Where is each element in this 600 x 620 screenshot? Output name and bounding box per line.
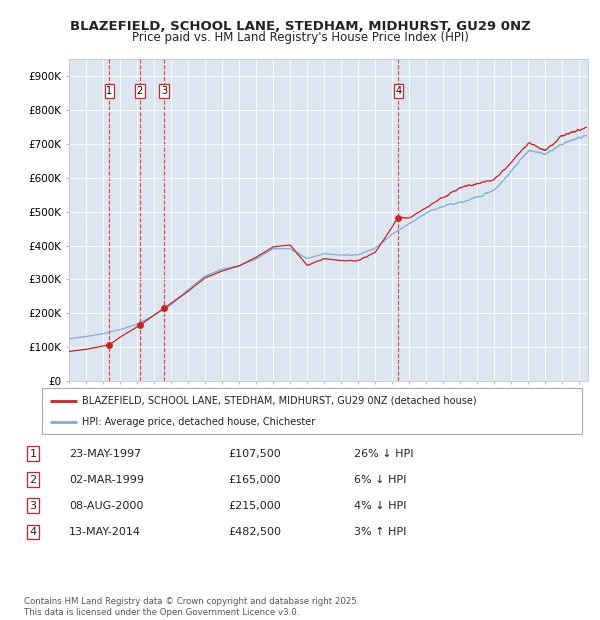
Text: BLAZEFIELD, SCHOOL LANE, STEDHAM, MIDHURST, GU29 0NZ (detached house): BLAZEFIELD, SCHOOL LANE, STEDHAM, MIDHUR… [83, 396, 477, 405]
Text: 3: 3 [161, 86, 167, 96]
Text: Price paid vs. HM Land Registry's House Price Index (HPI): Price paid vs. HM Land Registry's House … [131, 31, 469, 44]
Text: 26% ↓ HPI: 26% ↓ HPI [354, 449, 413, 459]
Text: Contains HM Land Registry data © Crown copyright and database right 2025.
This d: Contains HM Land Registry data © Crown c… [24, 598, 359, 617]
Text: £107,500: £107,500 [228, 449, 281, 459]
Text: £482,500: £482,500 [228, 527, 281, 537]
Text: BLAZEFIELD, SCHOOL LANE, STEDHAM, MIDHURST, GU29 0NZ: BLAZEFIELD, SCHOOL LANE, STEDHAM, MIDHUR… [70, 20, 530, 33]
Text: 02-MAR-1999: 02-MAR-1999 [69, 475, 144, 485]
Text: £215,000: £215,000 [228, 501, 281, 511]
Text: 4: 4 [395, 86, 401, 96]
Text: 3: 3 [29, 501, 37, 511]
FancyBboxPatch shape [42, 388, 582, 434]
Text: 4% ↓ HPI: 4% ↓ HPI [354, 501, 407, 511]
Text: 13-MAY-2014: 13-MAY-2014 [69, 527, 141, 537]
Text: 23-MAY-1997: 23-MAY-1997 [69, 449, 141, 459]
Text: 2: 2 [29, 475, 37, 485]
Text: 2: 2 [137, 86, 143, 96]
Text: 1: 1 [106, 86, 113, 96]
Text: HPI: Average price, detached house, Chichester: HPI: Average price, detached house, Chic… [83, 417, 316, 427]
Text: 1: 1 [29, 449, 37, 459]
Text: 6% ↓ HPI: 6% ↓ HPI [354, 475, 406, 485]
Text: 4: 4 [29, 527, 37, 537]
Text: £165,000: £165,000 [228, 475, 281, 485]
Text: 08-AUG-2000: 08-AUG-2000 [69, 501, 143, 511]
Text: 3% ↑ HPI: 3% ↑ HPI [354, 527, 406, 537]
